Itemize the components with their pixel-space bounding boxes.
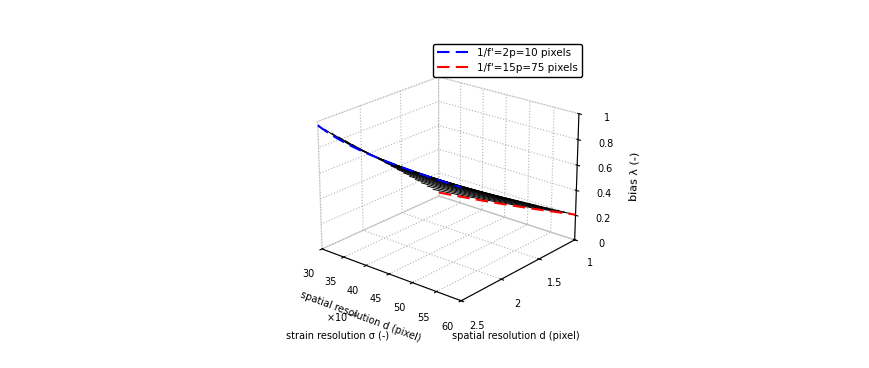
Legend: 1/f'=2p=10 pixels, 1/f'=15p=75 pixels: 1/f'=2p=10 pixels, 1/f'=15p=75 pixels (433, 44, 582, 77)
Text: spatial resolution d (pixel): spatial resolution d (pixel) (453, 331, 580, 341)
Text: strain resolution σ (-): strain resolution σ (-) (286, 331, 389, 341)
Text: $\times 10^{-4}$: $\times 10^{-4}$ (327, 310, 359, 324)
X-axis label: spatial resolution d (pixel): spatial resolution d (pixel) (299, 290, 422, 344)
